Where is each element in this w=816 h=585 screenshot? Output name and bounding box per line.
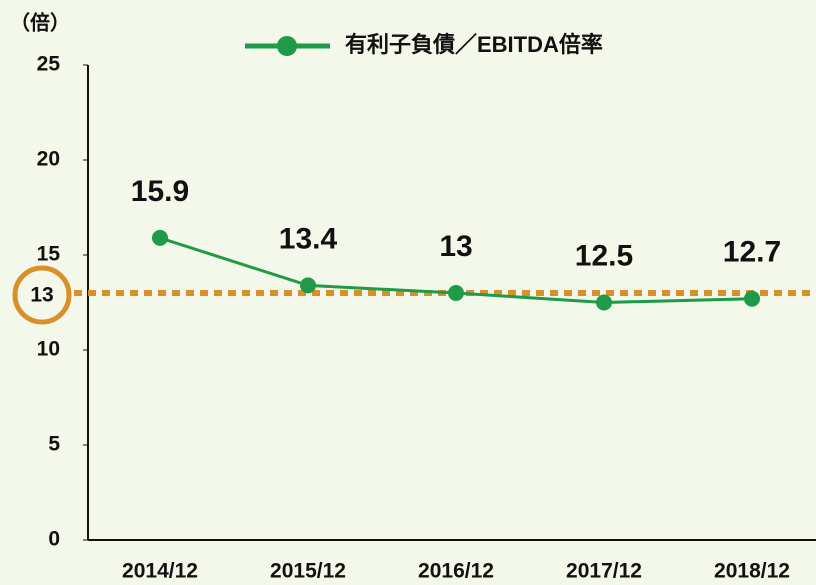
y-tick-label: 0	[48, 528, 60, 551]
data-point	[744, 290, 760, 307]
x-tick-label: 2018/12	[714, 560, 790, 583]
x-tick-label: 2016/12	[418, 560, 494, 583]
y-tick-label: 25	[37, 53, 61, 76]
data-label: 13.4	[279, 222, 338, 255]
data-label: 13	[439, 230, 472, 263]
data-label: 12.7	[723, 236, 781, 269]
x-tick-label: 2017/12	[566, 560, 642, 583]
reference-label: 13	[30, 284, 53, 307]
x-tick-label: 2015/12	[270, 560, 346, 583]
unit-label: （倍）	[10, 10, 70, 34]
legend-label: 有利子負債／EBITDA倍率	[345, 32, 603, 57]
y-tick-label: 10	[37, 338, 60, 361]
y-tick-label: 5	[48, 433, 60, 456]
legend-marker	[277, 36, 297, 56]
data-point	[152, 229, 168, 246]
data-point	[596, 294, 612, 311]
y-tick-label: 15	[37, 243, 61, 266]
data-label: 12.5	[575, 239, 633, 272]
data-point	[448, 285, 464, 301]
data-point	[300, 277, 316, 294]
data-label: 15.9	[131, 175, 189, 208]
reference-circle	[12, 265, 72, 325]
x-tick-label: 2014/12	[122, 560, 198, 583]
y-tick-label: 20	[37, 148, 60, 171]
